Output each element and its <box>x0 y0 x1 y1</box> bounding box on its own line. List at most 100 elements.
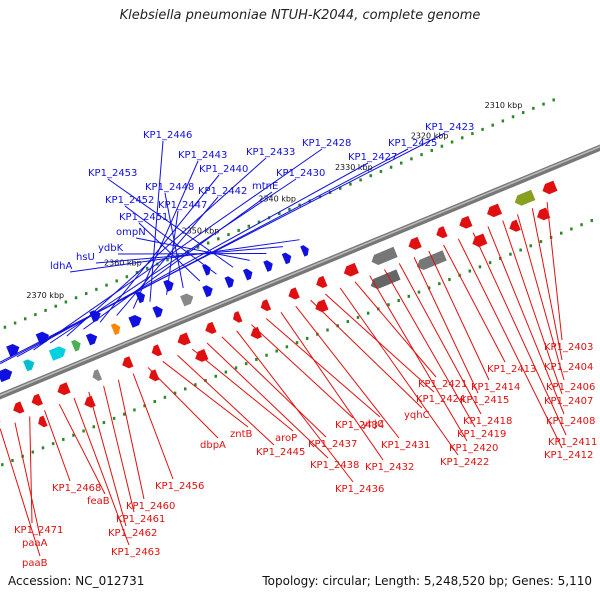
forward-gene-label[interactable]: KP1_2442 <box>198 186 247 197</box>
reverse-gene-label[interactable]: KP1_2462 <box>108 528 157 539</box>
reverse-gene-label[interactable]: KP1_2403 <box>544 342 593 353</box>
forward-gene-label[interactable]: mtnE <box>252 181 278 192</box>
reverse-gene-row2-1[interactable] <box>38 415 48 428</box>
reverse-gene-label[interactable]: KP1_2412 <box>544 450 593 461</box>
forward-gene-10[interactable] <box>202 285 213 298</box>
reverse-gene-label[interactable]: KP1_2406 <box>546 382 595 393</box>
reverse-gene-9[interactable] <box>205 321 217 334</box>
reverse-gene-label[interactable]: paaA <box>22 538 48 549</box>
reverse-gene-row2-9[interactable] <box>472 233 488 248</box>
reverse-gene-15[interactable] <box>371 246 398 266</box>
forward-gene-label[interactable]: KP1_2446 <box>143 130 192 141</box>
reverse-gene-label[interactable]: KP1_2407 <box>544 396 593 407</box>
reverse-gene-label[interactable]: KP1_2463 <box>111 547 160 558</box>
reverse-gene-6[interactable] <box>122 356 134 369</box>
reverse-gene-10[interactable] <box>232 311 243 323</box>
reverse-gene-label[interactable]: KP1_2468 <box>52 483 101 494</box>
forward-gene-label[interactable]: KP1_2428 <box>302 138 351 149</box>
forward-gene-label[interactable]: KP1_2433 <box>246 147 295 158</box>
reverse-gene-8[interactable] <box>177 332 191 346</box>
forward-gene-label[interactable]: KP1_2423 <box>425 122 474 133</box>
forward-gene-2[interactable] <box>23 359 35 372</box>
forward-gene-label[interactable]: KP1_2448 <box>145 182 194 193</box>
forward-gene-8[interactable] <box>152 305 163 318</box>
reverse-gene-7[interactable] <box>151 344 163 357</box>
reverse-gene-16[interactable] <box>408 236 422 250</box>
forward-gene-4[interactable] <box>71 339 81 352</box>
reverse-gene-label[interactable]: zntB <box>230 429 253 440</box>
reverse-gene-20[interactable] <box>514 189 536 206</box>
reverse-gene-label[interactable]: aroP <box>275 433 297 444</box>
reverse-gene-label[interactable]: KP1_2413 <box>487 364 536 375</box>
reverse-gene-label[interactable]: KP1_2408 <box>546 416 595 427</box>
forward-gene-9[interactable] <box>180 293 194 307</box>
reverse-gene-4[interactable] <box>57 382 71 396</box>
reverse-gene-label[interactable]: KP1_2461 <box>116 514 165 525</box>
forward-gene-label[interactable]: KP1_2451 <box>119 212 168 223</box>
reverse-gene-row2-10[interactable] <box>509 219 521 232</box>
reverse-gene-label[interactable]: KP1_2436 <box>335 484 384 495</box>
reverse-gene-label[interactable]: KP1_2460 <box>126 501 175 512</box>
reverse-gene-label[interactable]: yhjC <box>362 419 384 430</box>
reverse-gene-label[interactable]: KP1_2431 <box>381 440 430 451</box>
forward-gene-label[interactable]: hsU <box>76 252 95 263</box>
reverse-gene-14[interactable] <box>343 262 359 277</box>
forward-gene-label[interactable]: KP1_2440 <box>199 164 248 175</box>
forward-gene-14[interactable] <box>281 252 292 265</box>
forward-gene-1[interactable] <box>0 368 13 383</box>
reverse-gene-2[interactable] <box>13 401 25 414</box>
forward-gene-13[interactable] <box>263 260 273 272</box>
reverse-gene-label[interactable]: KP1_2418 <box>463 416 512 427</box>
reverse-gene-label[interactable]: KP1_2432 <box>365 462 414 473</box>
forward-gene-3[interactable] <box>48 346 66 361</box>
reverse-gene-label[interactable]: KP1_2424 <box>416 394 465 405</box>
forward-gene-5[interactable] <box>85 333 98 346</box>
reverse-gene-18[interactable] <box>459 215 473 229</box>
forward-gene-label[interactable]: ydbK <box>98 243 124 254</box>
forward-gene-label[interactable]: KP1_2425 <box>388 138 437 149</box>
reverse-gene-row2-11[interactable] <box>537 207 551 221</box>
reverse-gene-row2-8[interactable] <box>416 250 447 271</box>
forward-gene-6[interactable] <box>110 323 121 336</box>
reverse-gene-label[interactable]: KP1_2422 <box>440 457 489 468</box>
reverse-gene-17[interactable] <box>436 226 448 239</box>
reverse-gene-label[interactable]: yqhC <box>404 410 430 421</box>
forward-gene-11[interactable] <box>224 276 234 289</box>
forward-gene-label[interactable]: ldhA <box>50 261 72 272</box>
reverse-gene-row2-3[interactable] <box>149 369 160 382</box>
reverse-gene-row2-4[interactable] <box>195 349 209 362</box>
forward-gene-label[interactable]: ompN <box>116 227 146 238</box>
reverse-gene-label[interactable]: KP1_2411 <box>548 437 597 448</box>
reverse-gene-label[interactable]: KP1_2414 <box>471 382 520 393</box>
reverse-gene-11[interactable] <box>260 299 272 312</box>
forward-gene-label[interactable]: KP1_2430 <box>276 168 325 179</box>
reverse-gene-label[interactable]: KP1_2421 <box>418 379 467 390</box>
forward-gene-label[interactable]: KP1_2447 <box>158 200 207 211</box>
forward-gene-7[interactable] <box>128 314 142 328</box>
reverse-gene-12[interactable] <box>288 287 300 300</box>
reverse-gene-label[interactable]: feaB <box>87 496 110 507</box>
forward-gene-label[interactable]: KP1_2452 <box>105 195 154 206</box>
forward-gene-label[interactable]: KP1_2443 <box>178 150 227 161</box>
reverse-gene-3[interactable] <box>31 393 43 406</box>
forward-gene-label[interactable]: KP1_2453 <box>88 168 137 179</box>
forward-gene-15[interactable] <box>300 245 309 257</box>
reverse-gene-label[interactable]: KP1_2445 <box>256 447 305 458</box>
forward-gene-row2-5[interactable] <box>163 279 174 292</box>
reverse-gene-label[interactable]: KP1_2415 <box>460 395 509 406</box>
reverse-gene-label[interactable]: KP1_2456 <box>155 481 204 492</box>
reverse-gene-label[interactable]: KP1_2438 <box>310 460 359 471</box>
forward-gene-row2-4[interactable] <box>135 291 146 304</box>
reverse-gene-label[interactable]: KP1_2419 <box>457 429 506 440</box>
reverse-gene-21[interactable] <box>542 180 558 195</box>
forward-gene-row2-6[interactable] <box>202 264 211 276</box>
reverse-gene-label[interactable]: dbpA <box>200 440 226 451</box>
reverse-gene-5[interactable] <box>92 369 103 381</box>
reverse-gene-13[interactable] <box>316 275 328 288</box>
reverse-gene-label[interactable]: paaB <box>22 558 48 569</box>
reverse-gene-label[interactable]: KP1_2437 <box>308 439 357 450</box>
reverse-gene-19[interactable] <box>487 203 503 218</box>
reverse-gene-row2-7[interactable] <box>370 269 401 290</box>
reverse-gene-label[interactable]: KP1_2404 <box>544 362 593 373</box>
